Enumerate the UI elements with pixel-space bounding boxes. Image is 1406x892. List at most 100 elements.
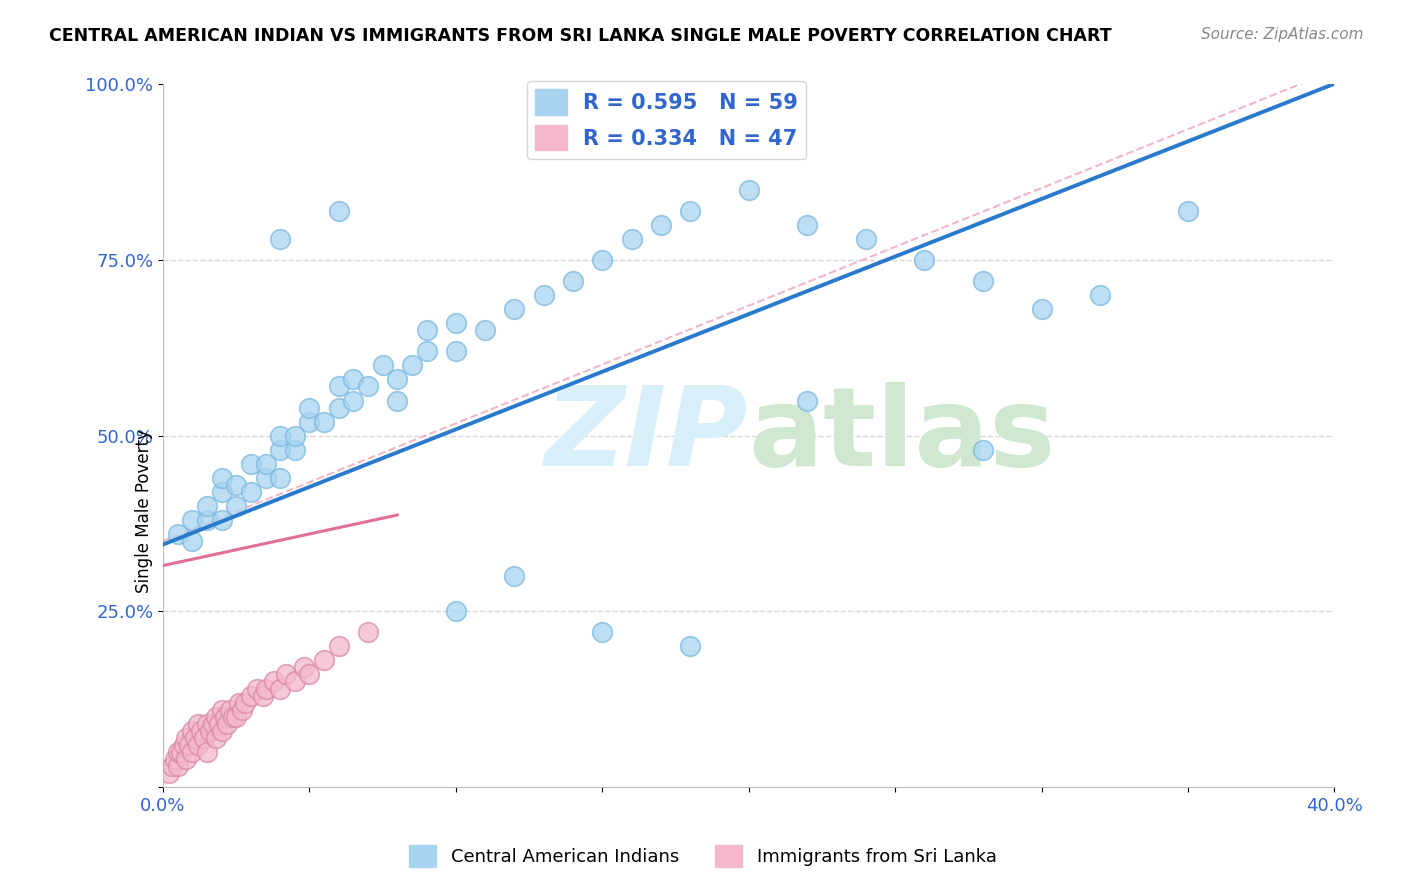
Point [269, 442, 291, 457]
Point [211, 484, 233, 499]
Point [204, 731, 226, 745]
Point [650, 218, 672, 232]
Point [181, 745, 204, 759]
Point [474, 323, 496, 337]
Point [239, 484, 262, 499]
Point [533, 288, 555, 302]
Point [269, 471, 291, 485]
Text: Source: ZipAtlas.com: Source: ZipAtlas.com [1201, 27, 1364, 42]
Point [195, 513, 218, 527]
Point [401, 359, 423, 373]
Legend: R = 0.595   N = 59, R = 0.334   N = 47: R = 0.595 N = 59, R = 0.334 N = 47 [527, 81, 807, 159]
Point [314, 653, 336, 667]
Point [195, 716, 218, 731]
Point [211, 702, 233, 716]
Point [591, 253, 613, 268]
Point [269, 232, 291, 246]
Point [679, 640, 702, 654]
Point [176, 752, 198, 766]
Point [219, 702, 242, 716]
Point [591, 625, 613, 640]
Point [298, 401, 321, 415]
Point [298, 415, 321, 429]
Point [211, 513, 233, 527]
Point [796, 393, 818, 408]
Point [1031, 302, 1053, 317]
Point [163, 752, 186, 766]
Point [211, 723, 233, 738]
Point [415, 344, 437, 359]
Point [225, 499, 247, 513]
Point [679, 203, 702, 218]
Point [292, 660, 315, 674]
Point [314, 415, 336, 429]
Point [269, 681, 291, 696]
Point [284, 428, 307, 442]
Point [184, 731, 207, 745]
Point [972, 274, 994, 288]
Point [620, 232, 643, 246]
Point [222, 709, 245, 723]
Point [201, 716, 224, 731]
Point [214, 709, 236, 723]
Point [738, 183, 761, 197]
Point [342, 393, 364, 408]
Point [254, 681, 277, 696]
Point [562, 274, 585, 288]
Point [328, 640, 350, 654]
Point [371, 359, 394, 373]
Point [198, 723, 221, 738]
Point [187, 738, 209, 752]
Point [444, 344, 467, 359]
Point [169, 745, 191, 759]
Point [387, 393, 409, 408]
Point [269, 428, 291, 442]
Point [193, 731, 215, 745]
Point [204, 709, 226, 723]
Point [208, 716, 231, 731]
Point [166, 527, 188, 541]
Point [503, 569, 526, 583]
Point [225, 478, 247, 492]
Point [274, 667, 297, 681]
Point [181, 723, 204, 738]
Point [284, 442, 307, 457]
Point [855, 232, 877, 246]
Text: CENTRAL AMERICAN INDIAN VS IMMIGRANTS FROM SRI LANKA SINGLE MALE POVERTY CORRELA: CENTRAL AMERICAN INDIAN VS IMMIGRANTS FR… [49, 27, 1112, 45]
Point [796, 218, 818, 232]
Point [181, 534, 204, 549]
Point [173, 738, 195, 752]
Text: ZIP: ZIP [546, 382, 749, 489]
Point [357, 379, 380, 393]
Point [187, 716, 209, 731]
Point [211, 471, 233, 485]
Point [972, 442, 994, 457]
Point [1088, 288, 1111, 302]
Point [328, 379, 350, 393]
Point [233, 696, 256, 710]
Point [176, 731, 198, 745]
Point [195, 499, 218, 513]
Point [387, 372, 409, 386]
Point [195, 745, 218, 759]
Point [231, 702, 253, 716]
Point [225, 709, 247, 723]
Point [252, 689, 274, 703]
Point [254, 471, 277, 485]
Text: atlas: atlas [749, 382, 1056, 489]
Point [181, 513, 204, 527]
Point [444, 316, 467, 330]
Point [444, 604, 467, 618]
Point [342, 372, 364, 386]
Point [239, 689, 262, 703]
Point [328, 203, 350, 218]
Point [217, 716, 239, 731]
Point [914, 253, 936, 268]
Legend: Central American Indians, Immigrants from Sri Lanka: Central American Indians, Immigrants fro… [402, 838, 1004, 874]
Point [166, 745, 188, 759]
Point [298, 667, 321, 681]
Point [503, 302, 526, 317]
Point [157, 765, 180, 780]
Point [228, 696, 250, 710]
Point [263, 674, 285, 689]
